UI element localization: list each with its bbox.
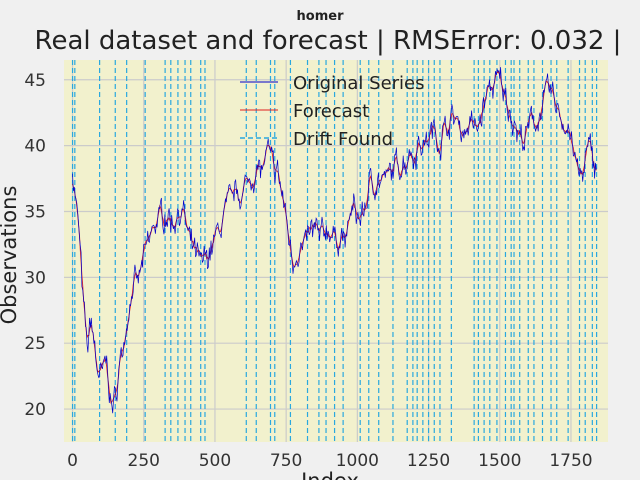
x-tick-label: 250 (128, 451, 160, 471)
legend-label-forecast: Forecast (293, 101, 369, 122)
original-series-line (72, 67, 597, 414)
y-tick-label: 25 (24, 334, 46, 354)
legend: Original Series Forecast Drift Found (240, 73, 425, 150)
x-tick-label: 500 (199, 451, 231, 471)
plot-background (64, 60, 608, 442)
legend-label-original: Original Series (293, 73, 425, 94)
y-tick-label: 45 (24, 71, 46, 91)
x-tick-label: 1750 (549, 451, 592, 471)
plot-area (64, 60, 608, 442)
legend-label-drift: Drift Found (293, 129, 393, 150)
x-axis-label: Index (301, 469, 359, 480)
x-tick-label: 750 (270, 451, 302, 471)
x-axis-ticks: 0 250 500 750 1000 1250 1500 1750 (67, 451, 592, 471)
y-tick-label: 20 (24, 400, 46, 420)
chart-title: Real dataset and forecast | RMSError: 0.… (35, 26, 622, 56)
y-tick-label: 40 (24, 137, 46, 157)
x-tick-label: 0 (67, 451, 78, 471)
grid-lines (64, 60, 608, 442)
y-axis-ticks: 20 25 30 35 40 45 (24, 71, 46, 420)
figure-suptitle: homer (297, 9, 345, 24)
x-tick-label: 1250 (407, 451, 450, 471)
x-tick-label: 1000 (336, 451, 379, 471)
x-tick-label: 1500 (478, 451, 521, 471)
y-tick-label: 30 (24, 268, 46, 288)
y-axis-label: Observations (0, 186, 21, 325)
y-tick-label: 35 (24, 202, 46, 222)
